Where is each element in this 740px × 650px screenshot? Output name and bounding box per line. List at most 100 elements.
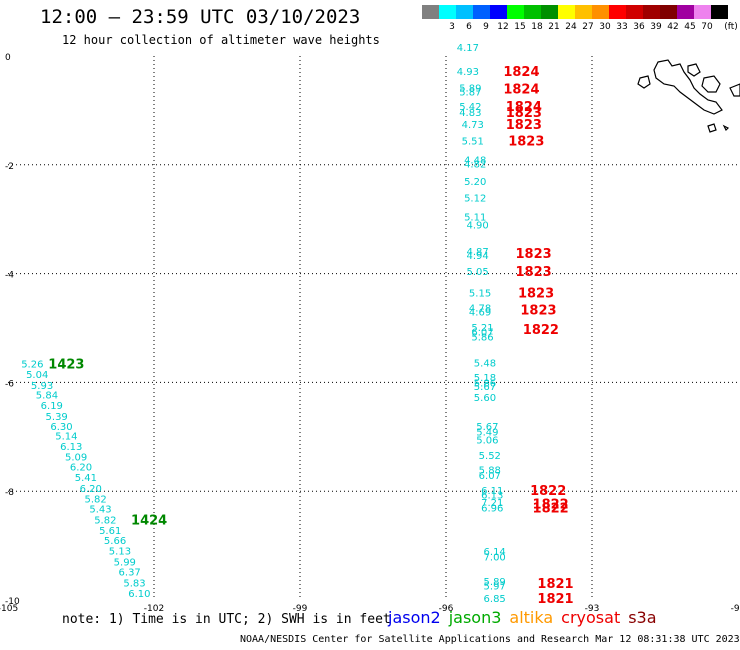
- scale-swatch: [609, 5, 626, 19]
- lat-tick-label: -2: [5, 162, 14, 172]
- wave-height-value: 6.07: [471, 327, 493, 338]
- legend-jason3: jason3: [448, 608, 502, 627]
- scale-label: 70: [701, 22, 713, 32]
- lat-tick-label: 0: [5, 53, 11, 63]
- scale-swatch: [643, 5, 660, 19]
- scale-label: 30: [599, 22, 611, 32]
- scale-label: 33: [616, 22, 628, 32]
- scale-swatch: [660, 5, 677, 19]
- wave-height-value: 5.20: [464, 177, 486, 188]
- lon-tick-label: -96: [439, 604, 454, 614]
- pass-time-label: 1822: [533, 502, 569, 517]
- wave-height-value: 5.82: [84, 494, 106, 505]
- scale-label: 45: [684, 22, 696, 32]
- scale-label: 39: [650, 22, 662, 32]
- wave-height-value: 5.04: [26, 370, 48, 381]
- scale-unit: (ft): [724, 22, 738, 32]
- wave-height-value: 5.86: [474, 378, 496, 389]
- map-subtitle: 12 hour collection of altimeter wave hei…: [62, 33, 380, 47]
- lon-tick-label: -105: [0, 604, 18, 614]
- scale-label: 12: [497, 22, 509, 32]
- scale-swatch: [473, 5, 490, 19]
- pass-time-label: 1822: [523, 323, 559, 338]
- wave-height-value: 5.83: [123, 579, 145, 590]
- scale-label: 24: [565, 22, 577, 32]
- wave-height-value: 6.10: [128, 589, 150, 600]
- wave-height-value: 5.51: [462, 136, 484, 147]
- scale-swatch: [456, 5, 473, 19]
- wave-height-value: 5.11: [464, 212, 486, 223]
- pass-time-label: 1823: [520, 304, 556, 319]
- wave-height-value: 6.37: [119, 568, 141, 579]
- wave-height-value: 4.78: [469, 303, 491, 314]
- wave-height-value: 5.97: [484, 581, 506, 592]
- island-san-cristobal: [729, 83, 740, 97]
- wave-height-value: 4.73: [462, 120, 484, 131]
- lat-tick-label: -10: [5, 597, 20, 607]
- scale-swatch: [422, 5, 439, 19]
- wave-height-value: 5.93: [31, 381, 53, 392]
- wave-height-value: 5.61: [99, 526, 121, 537]
- wave-height-value: 4.87: [467, 247, 489, 258]
- wave-height-value: 4.48: [464, 155, 486, 166]
- galapagos-islands-outline: [637, 59, 740, 133]
- wave-height-value: 5.48: [474, 358, 496, 369]
- scale-swatch: [694, 5, 711, 19]
- wave-height-value: 5.84: [36, 390, 58, 401]
- scale-label: 18: [531, 22, 543, 32]
- scale-swatch: [592, 5, 609, 19]
- pass-time-label: 1823: [516, 265, 552, 280]
- wave-height-value: 5.09: [65, 452, 87, 463]
- wave-height-value: 5.99: [114, 557, 136, 568]
- pass-time-label: 1823: [506, 106, 542, 121]
- wave-height-value: 6.20: [80, 484, 102, 495]
- scale-label: 6: [466, 22, 472, 32]
- wave-height-value: 5.06: [476, 436, 498, 447]
- scale-label: 21: [548, 22, 560, 32]
- pass-time-label: 1824: [503, 65, 539, 80]
- scale-swatch: [507, 5, 524, 19]
- lat-tick-label: -4: [5, 271, 14, 281]
- wave-height-value: 5.26: [21, 359, 43, 370]
- scale-swatch: [541, 5, 558, 19]
- wave-height-value: 5.82: [94, 515, 116, 526]
- wave-height-observations: 4.174.935.895.875.424.834.735.514.484.82…: [21, 43, 506, 605]
- scale-label: 3: [449, 22, 455, 32]
- wave-height-value: 6.85: [484, 594, 506, 605]
- wave-height-value: 5.12: [464, 193, 486, 204]
- wave-height-value: 5.18: [474, 373, 496, 384]
- wave-height-value: 4.17: [457, 43, 479, 54]
- pass-time-label: 1424: [131, 513, 167, 528]
- wave-height-value: 5.89: [459, 84, 481, 95]
- scale-swatch: [558, 5, 575, 19]
- island-fernandina: [637, 75, 651, 89]
- wave-height-value: 6.13: [481, 490, 503, 501]
- island-santiago: [687, 63, 701, 77]
- island-isabela: [653, 59, 723, 115]
- scale-swatch: [524, 5, 541, 19]
- pass-time-label: 1824: [506, 100, 542, 115]
- legend-s3a: s3a: [628, 608, 657, 627]
- pass-time-label: 1823: [518, 287, 554, 302]
- pass-time-label: 1423: [48, 357, 84, 372]
- pass-time-label: 1823: [516, 247, 552, 262]
- legend-altika: altika: [509, 608, 554, 627]
- legend-jason2: jason2: [388, 608, 441, 627]
- island-floreana: [707, 123, 717, 133]
- wave-height-value: 4.83: [459, 108, 481, 119]
- wave-height-value: 4.94: [467, 251, 489, 262]
- pass-time-label: 1822: [530, 484, 566, 499]
- wave-height-value: 5.49: [476, 427, 498, 438]
- wave-height-value: 6.11: [481, 486, 503, 497]
- map-grid: [8, 56, 738, 600]
- scale-label: 42: [667, 22, 679, 32]
- scale-swatch: [490, 5, 507, 19]
- wave-height-value: 6.96: [481, 504, 503, 515]
- wave-height-value: 5.43: [89, 505, 111, 516]
- wave-height-value: 6.14: [484, 547, 506, 558]
- pass-time-label: 1822: [533, 498, 569, 513]
- wave-height-value: 5.66: [104, 536, 126, 547]
- wave-height-value: 5.15: [469, 289, 491, 300]
- lon-tick-label: -93: [585, 604, 600, 614]
